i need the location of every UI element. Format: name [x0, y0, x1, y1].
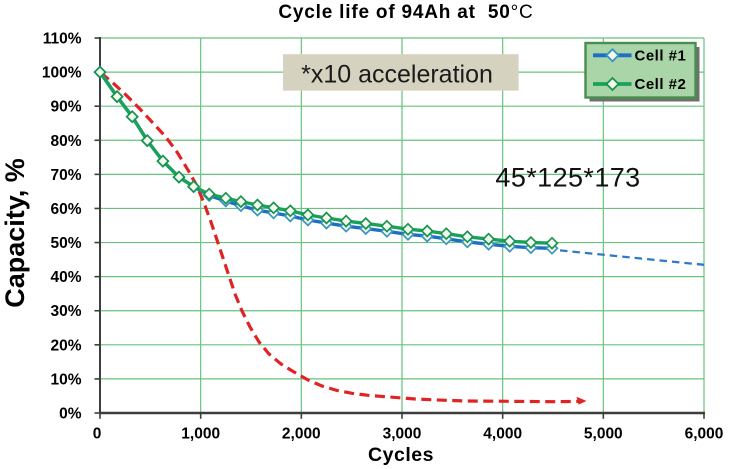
svg-text:Cycles: Cycles: [368, 444, 434, 466]
svg-text:45*125*173: 45*125*173: [495, 163, 640, 193]
svg-text:Cycle life of 94Ah at 50°C: Cycle life of 94Ah at 50°C: [278, 2, 533, 23]
svg-text:4,000: 4,000: [483, 426, 522, 443]
svg-text:Cell #2: Cell #2: [635, 76, 687, 93]
svg-text:20%: 20%: [50, 337, 81, 354]
svg-text:10%: 10%: [50, 371, 81, 388]
svg-text:100%: 100%: [42, 65, 82, 82]
svg-text:0: 0: [93, 426, 102, 443]
svg-text:Cell #1: Cell #1: [635, 48, 687, 65]
svg-text:2,000: 2,000: [282, 426, 321, 443]
svg-text:5,000: 5,000: [584, 426, 623, 443]
svg-text:60%: 60%: [50, 201, 81, 218]
svg-text:80%: 80%: [50, 133, 81, 150]
svg-text:Capacity, %: Capacity, %: [0, 158, 30, 308]
svg-text:70%: 70%: [50, 167, 81, 184]
svg-text:3,000: 3,000: [383, 426, 422, 443]
svg-text:110%: 110%: [43, 31, 82, 48]
svg-text:90%: 90%: [50, 99, 81, 116]
svg-text:0%: 0%: [59, 406, 82, 423]
svg-text:1,000: 1,000: [181, 426, 220, 443]
svg-text:30%: 30%: [50, 303, 81, 320]
svg-text:*x10 acceleration: *x10 acceleration: [301, 61, 493, 89]
svg-text:6,000: 6,000: [685, 426, 724, 443]
svg-text:40%: 40%: [50, 269, 81, 286]
svg-text:50%: 50%: [50, 235, 81, 252]
